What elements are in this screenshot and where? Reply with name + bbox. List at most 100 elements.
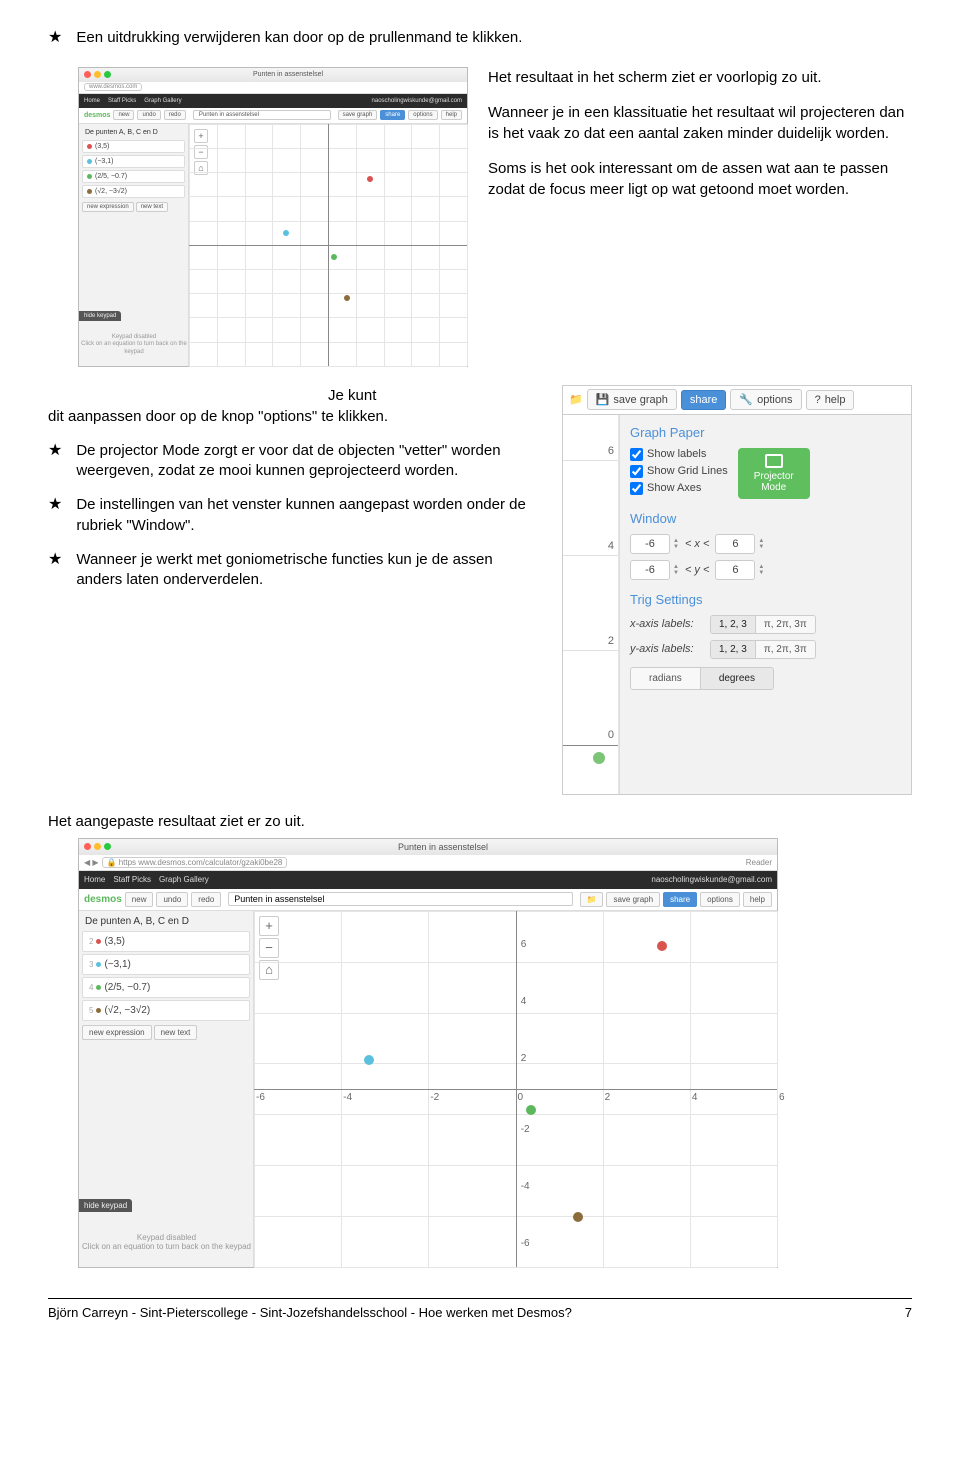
x-axis-seg[interactable]: 1, 2, 3 π, 2π, 3π (710, 615, 816, 634)
nav-gallery[interactable]: Graph Gallery (144, 98, 181, 104)
help-button[interactable]: help (743, 892, 772, 907)
angle-unit-seg[interactable]: radians degrees (630, 667, 774, 690)
folder-icon[interactable]: 📁 (569, 393, 583, 406)
expression-4[interactable]: 5(√2, −3√2) (82, 1000, 250, 1021)
options-button[interactable]: 🔧options (730, 389, 801, 410)
bullet-remove-expression: ★ Een uitdrukking verwijderen kan door o… (48, 28, 912, 49)
x-min-input[interactable]: -6 (630, 534, 670, 554)
home-button[interactable]: ⌂ (259, 960, 279, 980)
new-text-button[interactable]: new text (136, 202, 168, 212)
angle-unit-row: radians degrees (630, 667, 901, 690)
options-dropdown: Graph Paper Show labels Show Grid Lines … (619, 415, 911, 794)
options-button[interactable]: options (408, 110, 437, 120)
cb-show-axes[interactable]: Show Axes (630, 482, 728, 495)
keypad-note: Keypad disabled Click on an equation to … (79, 1233, 254, 1252)
text: Een uitdrukking verwijderen kan door op … (76, 28, 522, 48)
graph-canvas[interactable]: + − ⌂ (189, 124, 467, 366)
save-button[interactable]: save graph (606, 892, 660, 907)
minimize-icon[interactable] (94, 843, 101, 850)
zoom-out-button[interactable]: − (259, 938, 279, 958)
share-button[interactable]: share (663, 892, 697, 907)
nav-user[interactable]: naoscholingwiskunde@gmail.com (651, 875, 772, 884)
zoom-in-button[interactable]: + (194, 129, 208, 143)
bullet-text: Wanneer je werkt met goniometrische func… (76, 550, 542, 591)
zoom-out-button[interactable]: − (194, 145, 208, 159)
zoom-in-button[interactable]: + (259, 916, 279, 936)
color-dot-icon (87, 174, 92, 179)
nav-staff[interactable]: Staff Picks (108, 98, 136, 104)
desmos-screenshot-small: Punten in assenstelsel www.desmos.com Ho… (78, 67, 468, 367)
save-button[interactable]: 💾save graph (587, 389, 677, 410)
folder-button[interactable]: 📁 (580, 892, 604, 907)
expression-sidebar: De punten A, B, C en D (3,5) (−3,1) (2/5… (79, 124, 189, 366)
close-icon[interactable] (84, 843, 91, 850)
star-icon: ★ (48, 28, 62, 49)
page-number: 7 (905, 1305, 912, 1320)
mac-titlebar: Punten in assenstelsel (79, 839, 777, 855)
new-expression-button[interactable]: new expression (82, 202, 134, 212)
minimize-icon[interactable] (94, 71, 101, 78)
undo-button[interactable]: undo (156, 892, 188, 907)
paragraph: Wanneer je in een klassituatie het resul… (488, 102, 912, 144)
y-range-row: -6 ▲▼ < y < 6 ▲▼ (630, 560, 901, 580)
color-dot-icon (96, 962, 101, 967)
help-button[interactable]: help (441, 110, 462, 120)
expression-1[interactable]: (3,5) (82, 140, 185, 153)
nav-staff[interactable]: Staff Picks (113, 875, 151, 884)
expression-3[interactable]: 4(2/5, −0.7) (82, 977, 250, 998)
nav-user[interactable]: naoscholingwiskunde@gmail.com (372, 98, 462, 104)
zoom-icon[interactable] (104, 843, 111, 850)
share-button[interactable]: share (681, 390, 727, 410)
undo-button[interactable]: undo (137, 110, 160, 120)
redo-button[interactable]: redo (191, 892, 221, 907)
url-host: www.desmos.com (84, 83, 142, 91)
share-button[interactable]: share (380, 110, 405, 120)
expression-1[interactable]: 2(3,5) (82, 931, 250, 952)
desmos-screenshot-large: Punten in assenstelsel ◀ ▶ 🔒 https www.d… (78, 838, 778, 1268)
x-max-input[interactable]: 6 (715, 534, 755, 554)
paragraph: Je kunt dit aanpassen door op de knop "o… (48, 385, 542, 427)
keypad-note: Keypad disabled Click on an equation to … (79, 334, 189, 356)
expression-2[interactable]: (−3,1) (82, 155, 185, 168)
paragraph: Soms is het ook interessant om de assen … (488, 158, 912, 200)
graph-canvas[interactable]: + − ⌂ -6-4-20246642-2-4-6 (254, 911, 777, 1267)
row-screenshot-and-text: Punten in assenstelsel www.desmos.com Ho… (78, 67, 912, 367)
nav-home[interactable]: Home (84, 98, 100, 104)
color-dot-icon (96, 939, 101, 944)
x-axis-labels-row: x-axis labels: 1, 2, 3 π, 2π, 3π (630, 615, 901, 634)
color-dot-icon (87, 189, 92, 194)
zoom-icon[interactable] (104, 71, 111, 78)
mac-titlebar: Punten in assenstelsel (79, 68, 467, 82)
color-dot-icon (96, 985, 101, 990)
projector-mode-button[interactable]: Projector Mode (738, 448, 810, 499)
color-dot-icon (87, 144, 92, 149)
graph-title-input[interactable]: Punten in assenstelsel (193, 110, 331, 120)
options-button[interactable]: options (700, 892, 740, 907)
nav-home[interactable]: Home (84, 875, 105, 884)
new-expression-button[interactable]: new expression (82, 1025, 152, 1040)
graph-title-input[interactable]: Punten in assenstelsel (228, 892, 572, 906)
nav-gallery[interactable]: Graph Gallery (159, 875, 209, 884)
new-button[interactable]: new (113, 110, 134, 120)
new-button[interactable]: new (125, 892, 154, 907)
expression-2[interactable]: 3(−3,1) (82, 954, 250, 975)
y-max-input[interactable]: 6 (715, 560, 755, 580)
cb-show-grid[interactable]: Show Grid Lines (630, 465, 728, 478)
expression-3[interactable]: (2/5, −0.7) (82, 170, 185, 183)
bullet-text: De instellingen van het venster kunnen a… (76, 495, 542, 536)
cb-show-labels[interactable]: Show labels (630, 448, 728, 461)
save-button[interactable]: save graph (338, 110, 378, 120)
window-title: Punten in assenstelsel (114, 71, 462, 78)
star-icon: ★ (48, 495, 62, 516)
y-axis-seg[interactable]: 1, 2, 3 π, 2π, 3π (710, 640, 816, 659)
bullet-text: De projector Mode zorgt er voor dat de o… (76, 441, 542, 482)
redo-button[interactable]: redo (164, 110, 186, 120)
close-icon[interactable] (84, 71, 91, 78)
hide-keypad-button[interactable]: hide keypad (79, 311, 121, 321)
hide-keypad-button[interactable]: hide keypad (79, 1199, 132, 1212)
expression-4[interactable]: (√2, −3√2) (82, 185, 185, 198)
help-button[interactable]: ?help (806, 390, 855, 410)
y-min-input[interactable]: -6 (630, 560, 670, 580)
new-text-button[interactable]: new text (154, 1025, 198, 1040)
nav-bar: Home Staff Picks Graph Gallery naoscholi… (79, 871, 777, 889)
